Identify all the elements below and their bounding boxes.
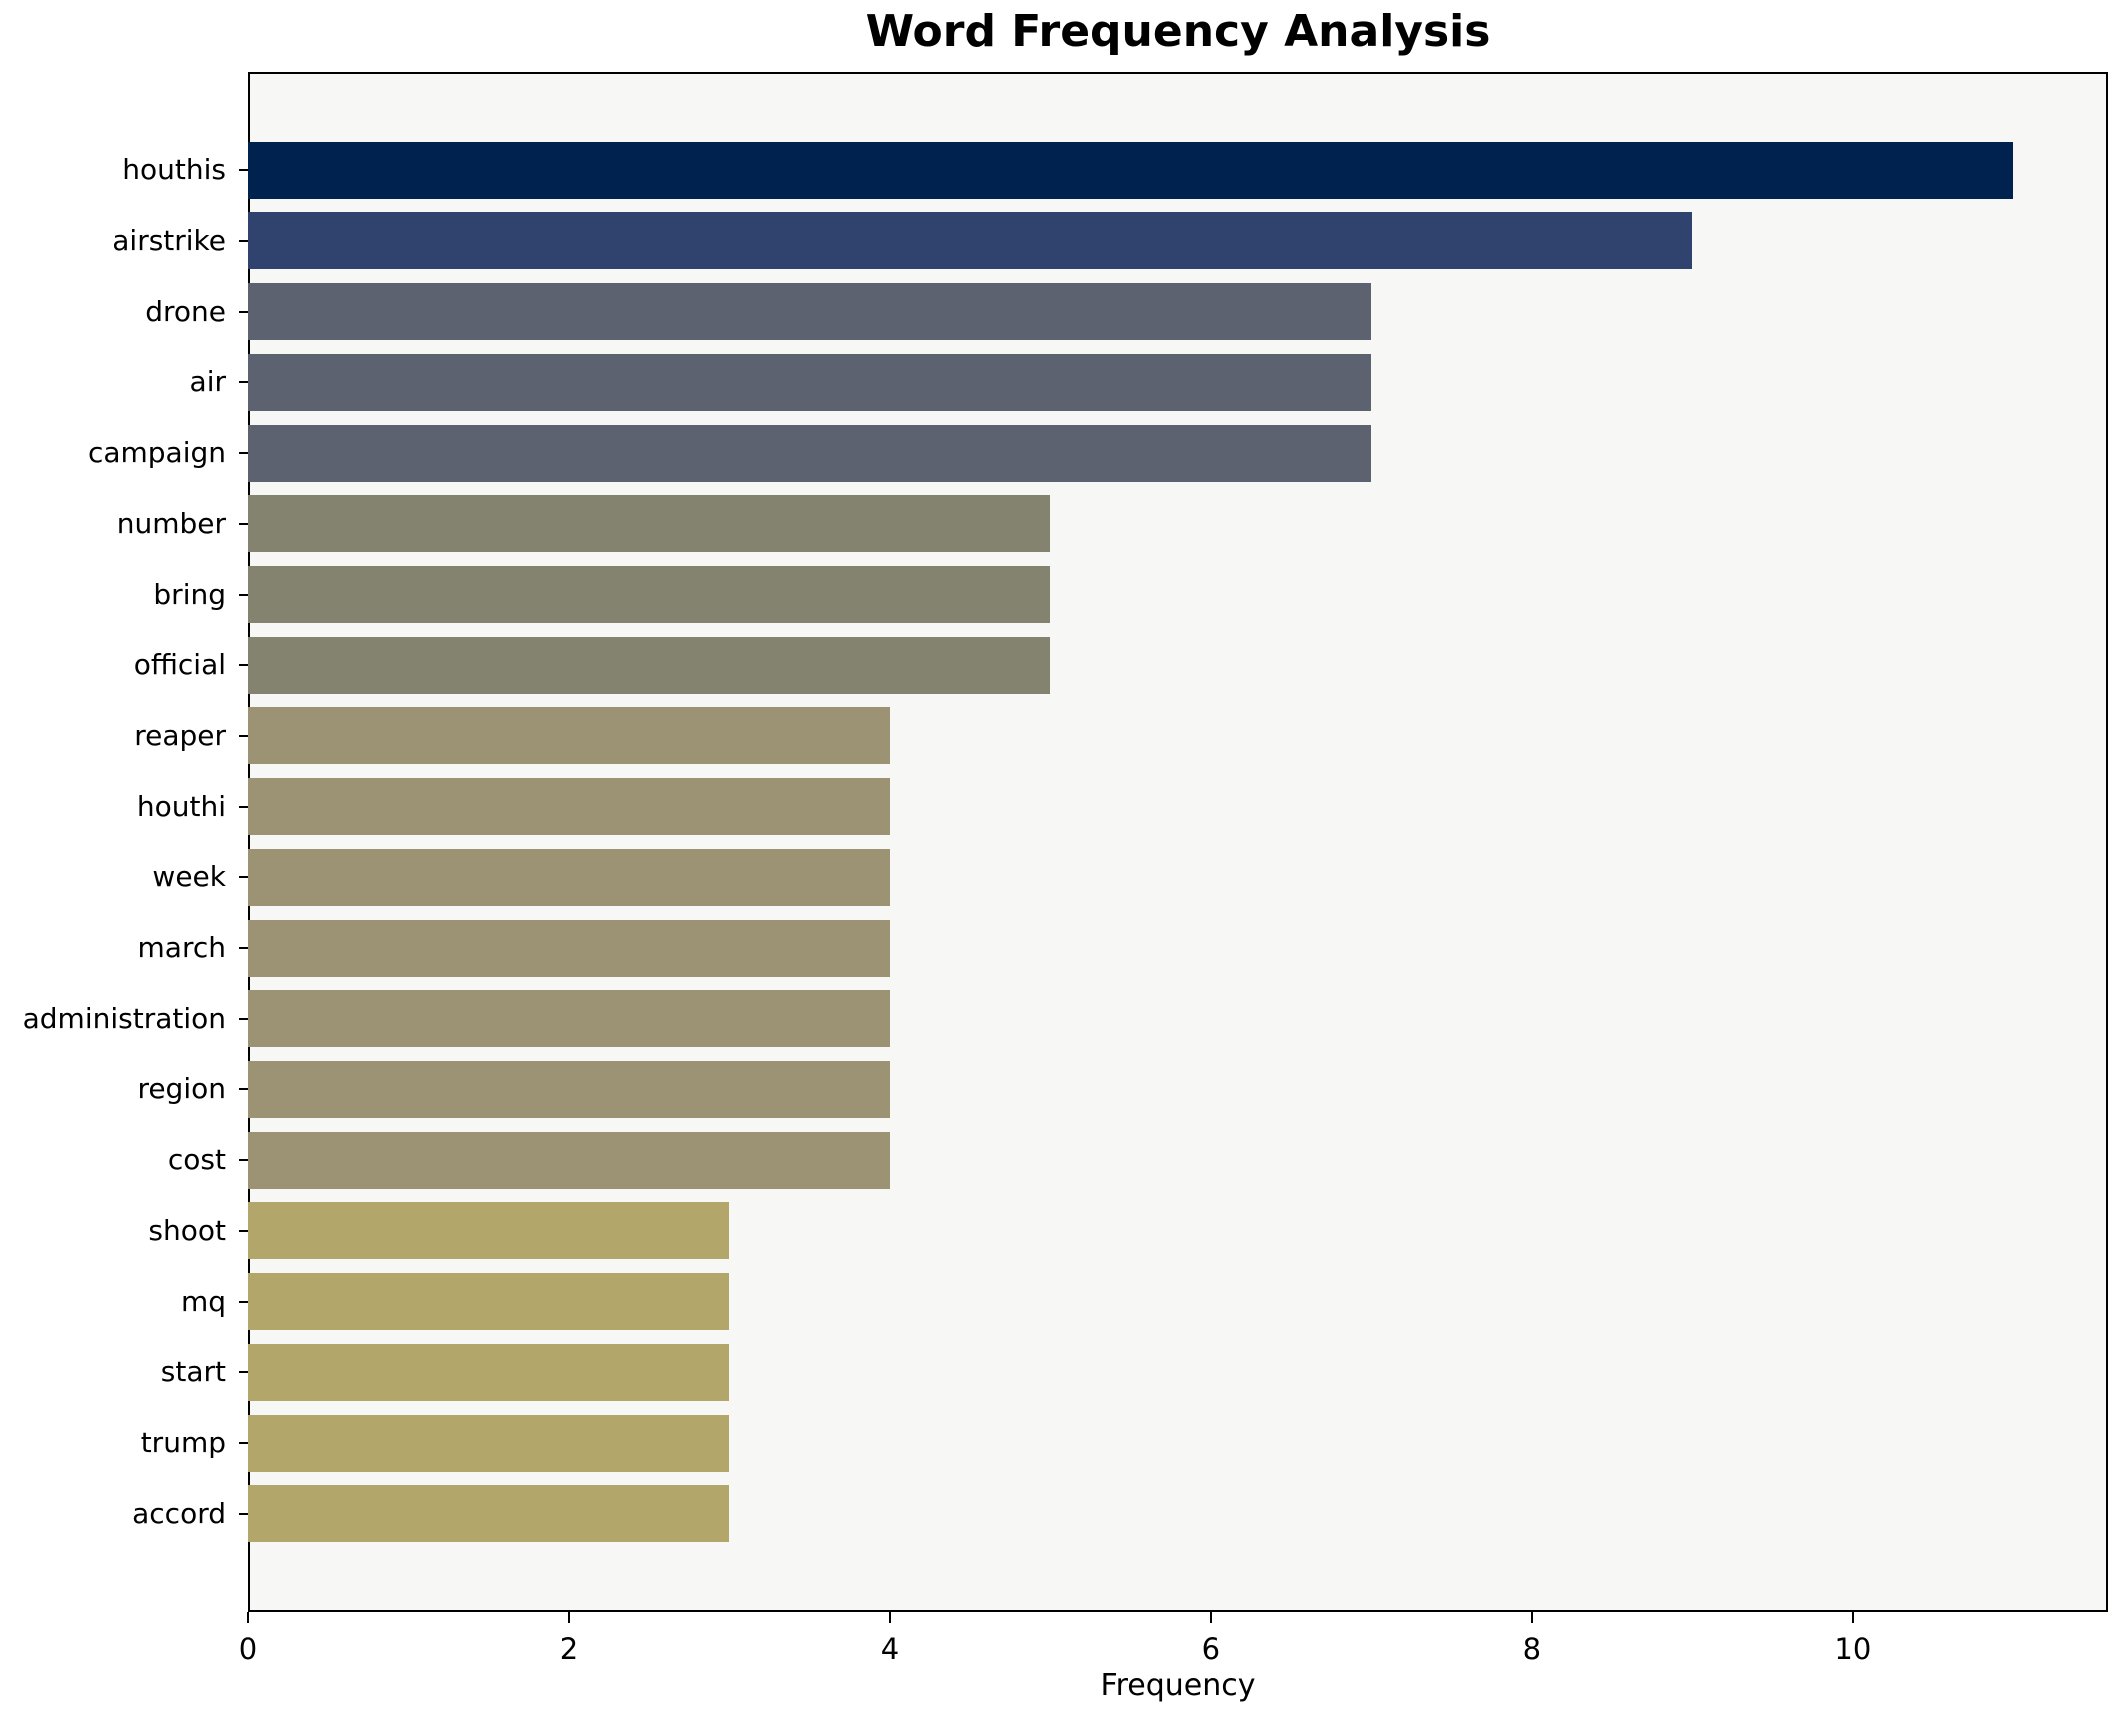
bar-official [248,636,1051,694]
bar-airstrike [248,212,1693,270]
x-tick-label-0: 0 [238,1632,258,1666]
x-tick-label-10: 10 [1834,1632,1872,1666]
y-tick-mark [239,1088,248,1091]
y-tick-label-administration: administration [22,1001,226,1035]
y-tick-label-houthi: houthi [136,789,226,823]
y-tick-mark [239,239,248,242]
y-tick-mark [239,947,248,950]
bar-region [248,1060,890,1118]
bar-start [248,1343,730,1401]
y-tick-label-bring: bring [153,577,226,611]
x-tick-mark [567,1612,570,1623]
y-tick-label-trump: trump [140,1426,226,1459]
x-tick-mark [1851,1612,1854,1623]
y-tick-label-airstrike: airstrike [112,223,226,257]
y-tick-mark [239,593,248,596]
x-axis-label: Frequency [1100,1668,1256,1703]
y-tick-mark [239,734,248,737]
y-tick-label-region: region [137,1072,226,1106]
x-tick-label-8: 8 [1522,1632,1542,1666]
x-tick-label-6: 6 [1201,1632,1221,1666]
bar-accord [248,1485,730,1543]
y-tick-mark [239,1159,248,1162]
y-tick-mark [239,1442,248,1444]
bar-houthis [248,141,2014,199]
y-tick-label-cost: cost [167,1143,226,1177]
y-tick-mark [239,452,248,455]
y-tick-mark [239,1017,248,1020]
y-tick-label-number: number [116,506,226,540]
bar-cost [248,1131,890,1189]
x-tick-mark [1209,1612,1212,1623]
bar-shoot [248,1202,730,1260]
y-tick-mark [239,805,248,808]
y-tick-mark [239,522,248,525]
y-tick-label-official: official [133,648,226,682]
y-tick-label-mq: mq [180,1284,226,1318]
y-tick-mark [239,664,248,667]
bar-administration [248,990,890,1048]
y-tick-mark [239,169,248,172]
y-tick-label-week: week [152,860,226,894]
y-tick-mark [239,1371,248,1374]
bar-drone [248,283,1372,341]
y-tick-mark [239,1512,248,1515]
bar-march [248,919,890,977]
y-tick-label-start: start [160,1355,226,1389]
y-tick-mark [239,1300,248,1303]
y-tick-label-drone: drone [145,294,226,328]
x-tick-label-2: 2 [559,1632,579,1666]
y-tick-mark [239,310,248,313]
bar-mq [248,1273,730,1331]
bar-number [248,495,1051,553]
bar-campaign [248,424,1372,482]
y-tick-label-air: air [189,365,226,399]
y-tick-label-march: march [137,931,226,965]
y-tick-mark [239,876,248,879]
x-tick-mark [247,1612,249,1623]
chart-title: Word Frequency Analysis [865,6,1491,57]
y-tick-mark [239,381,248,384]
y-tick-label-houthis: houthis [122,153,226,187]
bar-week [248,848,890,906]
y-tick-label-shoot: shoot [148,1213,226,1247]
y-tick-label-accord: accord [132,1496,226,1530]
bar-reaper [248,707,890,765]
x-tick-mark [1530,1612,1533,1623]
y-tick-mark [239,1229,248,1232]
bar-bring [248,566,1051,624]
bar-houthi [248,778,890,836]
y-tick-label-reaper: reaper [134,718,226,752]
y-tick-label-campaign: campaign [87,436,226,470]
x-tick-label-4: 4 [880,1632,900,1666]
x-tick-mark [888,1612,891,1623]
bar-trump [248,1414,730,1472]
bar-air [248,353,1372,411]
